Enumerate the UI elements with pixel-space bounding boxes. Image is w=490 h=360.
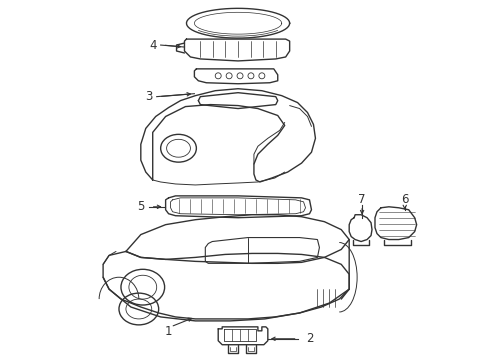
Text: 1: 1	[165, 325, 172, 338]
Text: 7: 7	[358, 193, 366, 206]
Text: 3: 3	[145, 90, 152, 103]
Text: 6: 6	[401, 193, 409, 206]
Text: 4: 4	[149, 39, 156, 51]
Text: 5: 5	[137, 200, 145, 213]
Text: 2: 2	[306, 332, 313, 345]
